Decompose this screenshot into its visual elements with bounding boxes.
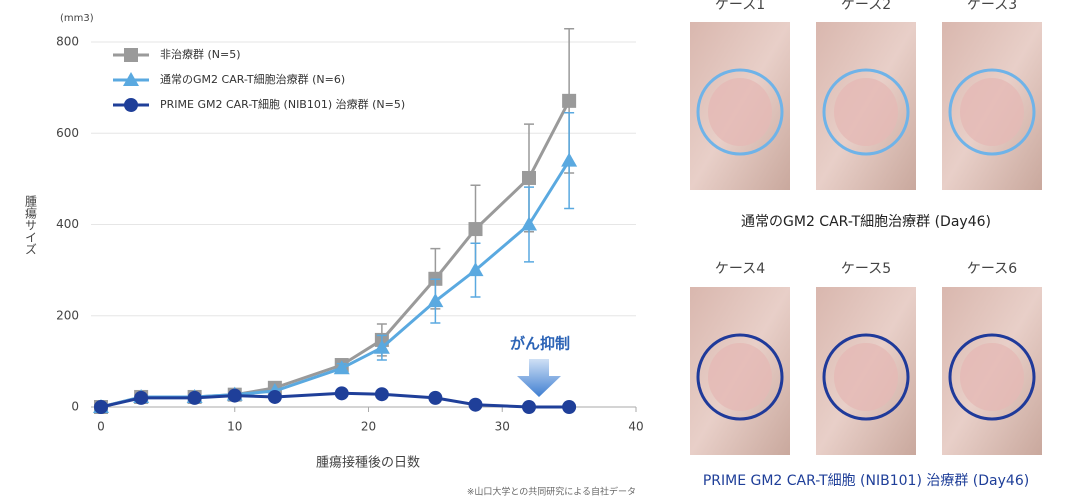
legend-label: 通常のGM2 CAR-T細胞治療群 (N=6) xyxy=(160,72,345,86)
marker xyxy=(522,170,536,185)
case-label: ケース2 xyxy=(841,0,891,13)
ring xyxy=(822,68,910,156)
x-tick-label: 0 xyxy=(97,420,105,434)
marker xyxy=(467,262,484,277)
y-tick-label: 0 xyxy=(71,400,79,414)
marker xyxy=(333,360,350,375)
legend-marker xyxy=(124,48,138,62)
annotation-arrow xyxy=(517,359,561,397)
tumor xyxy=(960,78,1024,146)
case-label: ケース4 xyxy=(715,261,765,277)
marker xyxy=(373,339,390,354)
marker xyxy=(562,400,577,414)
x-tick-label: 10 xyxy=(227,420,242,434)
ring xyxy=(948,333,1036,421)
ring xyxy=(948,68,1036,156)
case-label: ケース6 xyxy=(967,261,1017,277)
tumor xyxy=(708,78,772,146)
marker xyxy=(427,293,444,308)
marker xyxy=(561,152,578,167)
marker xyxy=(267,389,282,404)
x-tick-label: 40 xyxy=(628,420,643,434)
caption: 通常のGM2 CAR-T細胞治療群 (Day46) xyxy=(741,213,991,230)
marker xyxy=(468,222,483,237)
case-label: ケース1 xyxy=(715,0,765,13)
x-axis-label: 腫瘍接種後の日数 xyxy=(316,455,420,471)
tumor xyxy=(960,343,1024,411)
annotation: がん抑制 xyxy=(510,335,570,353)
legend-label: 非治療群 (N=5) xyxy=(160,47,241,61)
marker xyxy=(522,400,536,414)
marker xyxy=(468,397,483,412)
y-axis-label: 腫瘍サイズ xyxy=(24,195,38,255)
x-tick-label: 30 xyxy=(495,420,510,434)
marker xyxy=(374,387,389,402)
caption: PRIME GM2 CAR-T細胞 (NIB101) 治療群 (Day46) xyxy=(703,472,1029,489)
ring xyxy=(822,333,910,421)
marker xyxy=(428,390,443,405)
x-tick-label: 20 xyxy=(361,420,376,434)
legend-marker xyxy=(123,72,139,86)
marker xyxy=(94,400,108,414)
series-line xyxy=(100,159,571,409)
case-label: ケース5 xyxy=(841,261,891,277)
marker xyxy=(187,390,202,405)
case-label: ケース3 xyxy=(967,0,1017,13)
photo-panel: ケース1 ケース2 ケース3 通常のGM2 CAR-T細胞治療群 (Day46)… xyxy=(690,0,1042,489)
tumor xyxy=(834,343,898,411)
y-tick-label: 200 xyxy=(56,308,79,322)
ring xyxy=(696,333,784,421)
legend-label: PRIME GM2 CAR-T細胞 (NIB101) 治療群 (N=5) xyxy=(160,97,405,111)
y-unit: (mm3) xyxy=(60,13,94,24)
y-tick-label: 400 xyxy=(56,217,79,231)
footnote: ※山口大学との共同研究による自社データ xyxy=(467,486,636,498)
marker xyxy=(562,93,577,108)
ring xyxy=(696,68,784,156)
tumor xyxy=(834,78,898,146)
marker xyxy=(334,386,349,401)
marker xyxy=(134,390,149,405)
marker xyxy=(227,388,242,403)
tumor xyxy=(708,343,772,411)
marker xyxy=(521,216,537,231)
y-tick-label: 600 xyxy=(56,126,79,140)
legend-marker xyxy=(124,98,138,112)
y-tick-label: 800 xyxy=(56,35,79,49)
